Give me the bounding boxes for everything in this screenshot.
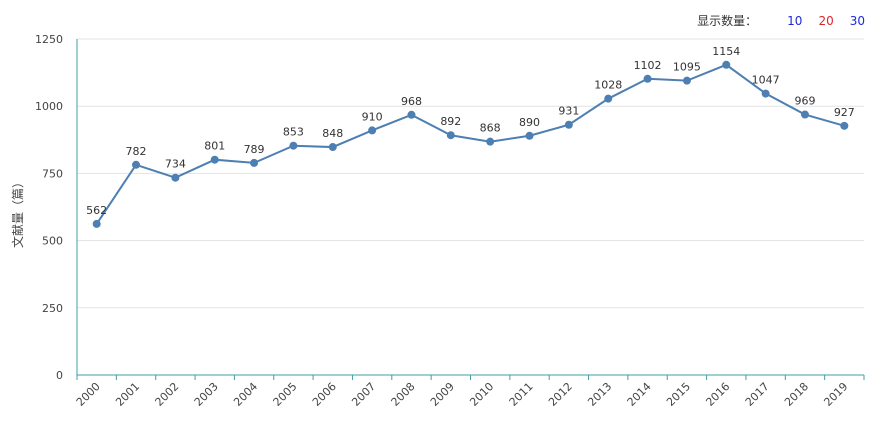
y-tick-label: 0 (56, 369, 63, 382)
data-label: 892 (440, 115, 461, 128)
data-point (840, 121, 849, 130)
data-point (800, 110, 809, 119)
data-point (132, 160, 141, 169)
display-count-label: 显示数量： (697, 14, 758, 28)
data-label: 1028 (594, 79, 622, 92)
data-label: 782 (126, 145, 147, 158)
data-label: 931 (558, 105, 579, 118)
x-tick-label: 2018 (782, 380, 811, 409)
data-point (407, 110, 416, 119)
x-tick-label: 2011 (507, 380, 536, 409)
data-label: 1102 (634, 59, 662, 72)
data-point (328, 143, 337, 152)
data-point (643, 74, 652, 83)
data-label: 868 (480, 122, 501, 135)
data-label: 1095 (673, 61, 701, 74)
display-count-30-option[interactable]: 30 (849, 13, 865, 28)
data-point (682, 76, 691, 85)
data-point (92, 219, 101, 228)
x-tick-label: 2012 (546, 380, 575, 409)
data-point (210, 155, 219, 164)
x-tick-label: 2015 (664, 380, 693, 409)
x-tick-label: 2001 (113, 380, 142, 409)
display-count-control: 显示数量： 10 20 30 (697, 12, 865, 29)
data-label: 734 (165, 158, 186, 171)
x-tick-label: 2004 (231, 380, 260, 409)
data-label: 969 (794, 95, 815, 108)
y-axis-title: 文献量（篇） (10, 176, 25, 248)
y-tick-label: 500 (42, 235, 63, 248)
grid-lines (77, 38, 864, 309)
x-tick-label: 2005 (271, 380, 300, 409)
data-point (289, 141, 298, 150)
x-tick-label: 2008 (389, 380, 418, 409)
data-point (564, 120, 573, 129)
display-count-10-option[interactable]: 10 (787, 13, 803, 28)
data-point (525, 131, 534, 140)
data-point (446, 131, 455, 140)
data-point (761, 89, 770, 98)
data-label: 1047 (752, 74, 780, 87)
axes: 0 250 500 750 1000 1250 2000 2001 2002 2003 2004 20… (35, 33, 865, 409)
data-point (722, 60, 731, 69)
data-point (486, 137, 495, 146)
series-line (95, 63, 845, 225)
x-tick-label: 2007 (349, 380, 378, 409)
data-label: 848 (322, 127, 343, 140)
x-tick-label: 2003 (192, 380, 221, 409)
x-tick-label: 2000 (74, 380, 103, 409)
data-label: 562 (86, 204, 107, 217)
data-label: 853 (283, 126, 304, 139)
y-tick-label: 1000 (35, 100, 63, 113)
data-label: 789 (244, 143, 265, 156)
data-point (171, 173, 180, 182)
x-tick-label: 2002 (153, 380, 182, 409)
display-count-20-option[interactable]: 20 (818, 13, 834, 28)
x-tick-label: 2010 (467, 380, 496, 409)
data-label: 910 (362, 110, 383, 123)
data-point (604, 94, 613, 103)
series: 562 782 734 801 789 853 848 910 968 892 868 890 931 1… (86, 45, 855, 228)
data-point (368, 126, 377, 135)
data-point (250, 158, 259, 167)
data-label: 890 (519, 116, 540, 129)
data-label: 927 (834, 106, 855, 119)
x-tick-label: 2006 (310, 380, 339, 409)
x-tick-label: 2014 (625, 380, 654, 409)
y-tick-label: 1250 (35, 33, 63, 46)
x-tick-label: 2016 (703, 380, 732, 409)
x-tick-label: 2019 (821, 380, 850, 409)
data-label: 968 (401, 95, 422, 108)
y-tick-label: 750 (42, 167, 63, 180)
data-label: 801 (204, 140, 225, 153)
x-tick-label: 2009 (428, 380, 457, 409)
x-tick-label: 2013 (585, 380, 614, 409)
y-tick-label: 250 (42, 302, 63, 315)
x-tick-label: 2017 (743, 380, 772, 409)
data-label: 1154 (712, 45, 740, 58)
